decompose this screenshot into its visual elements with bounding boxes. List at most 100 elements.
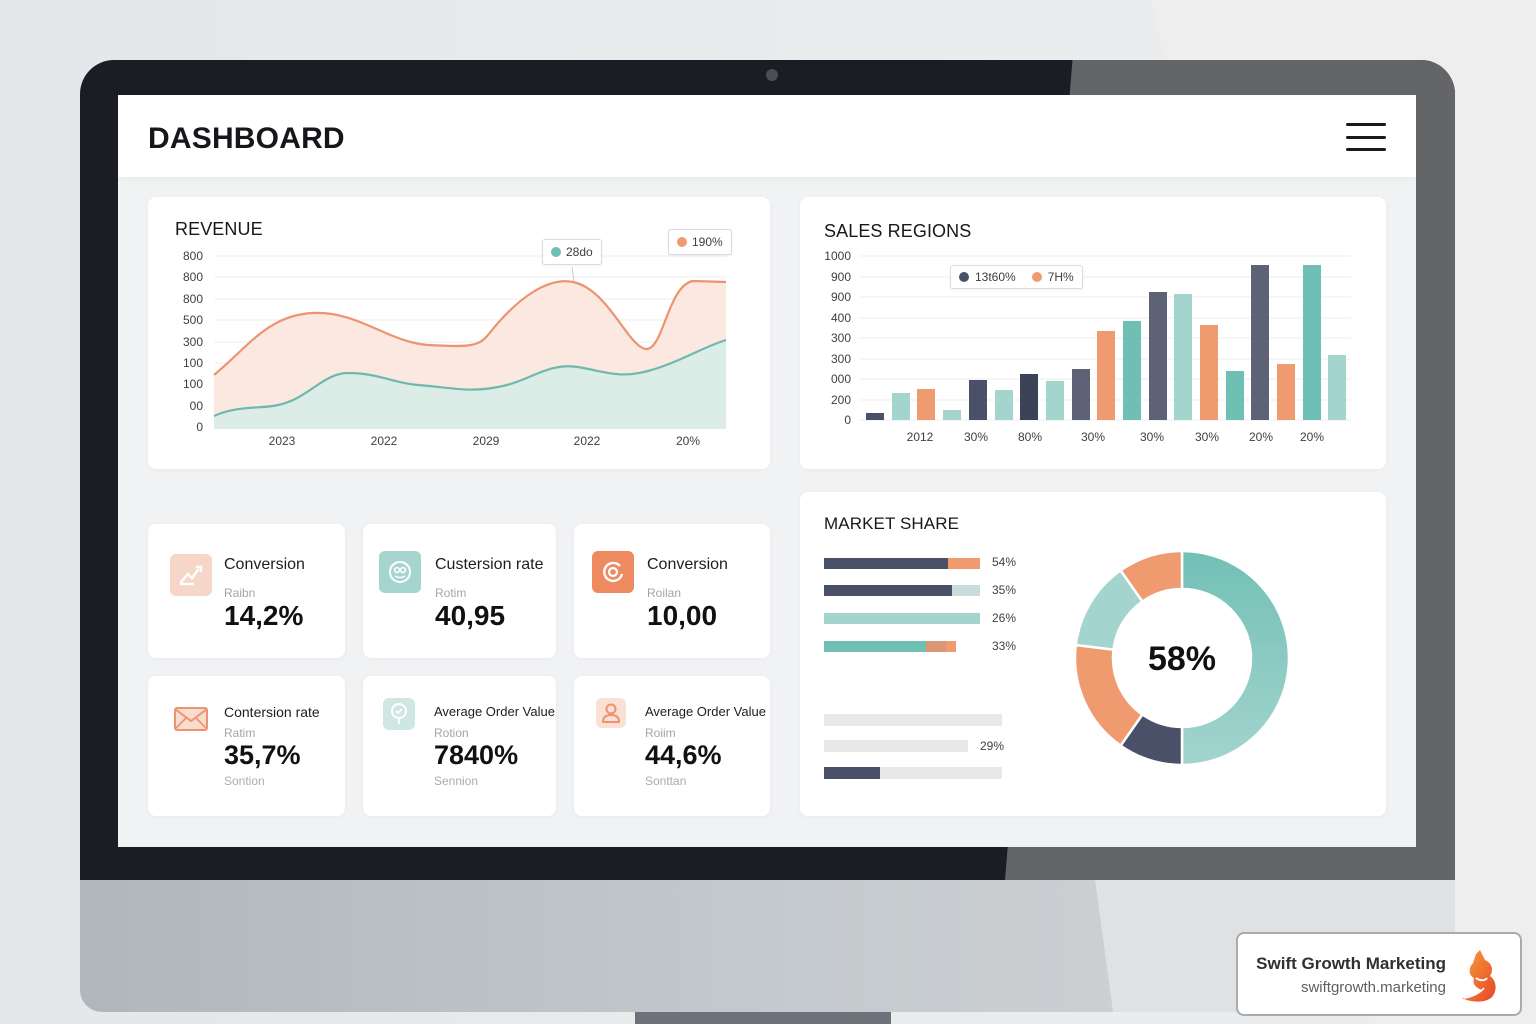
kpi-footnote: Sontion <box>224 774 265 788</box>
envelope-icon <box>170 698 212 740</box>
brand-badge[interactable]: Swift Growth Marketing swiftgrowth.marke… <box>1236 932 1522 1016</box>
kpi-value: 40,95 <box>435 600 506 631</box>
market-share-bar-6 <box>824 740 968 752</box>
kpi-sublabel: Roilan <box>647 586 682 600</box>
market-share-title: MARKET SHARE <box>824 514 960 533</box>
svg-text:300: 300 <box>183 335 203 349</box>
svg-text:30%: 30% <box>1140 430 1164 444</box>
kpi-footnote: Sennion <box>434 774 479 788</box>
market-share-pct: 26% <box>992 611 1017 625</box>
tag-orange-label: 190% <box>692 235 723 249</box>
svg-text:2022: 2022 <box>574 434 601 448</box>
market-share-bar-1 <box>824 558 980 569</box>
market-share-bar-4 <box>824 641 956 652</box>
fox-logo-icon <box>1462 950 1496 1002</box>
svg-text:900: 900 <box>831 270 851 284</box>
sales-regions-card: SALES REGIONS 1000 <box>800 197 1386 469</box>
team-circle-icon <box>379 551 421 593</box>
sales-legend: 13t60% 7H% <box>950 265 1083 289</box>
kpi-value: 7840% <box>434 740 519 770</box>
kpi-card-conversion[interactable]: Conversion Raibn 14,2% <box>148 524 345 658</box>
chart-trend-icon <box>170 554 212 596</box>
market-share-pct: 54% <box>992 555 1017 569</box>
kpi-value: 35,7% <box>224 740 301 770</box>
market-share-bar-5 <box>824 714 1002 726</box>
kpi-card-conversion-2[interactable]: Conversion Roilan 10,00 <box>574 524 770 658</box>
monitor: DASHBOARD REVENUE <box>80 60 1455 1024</box>
kpi-label: Conversion <box>647 556 728 573</box>
market-share-card: MARKET SHARE 54% 35% 26% 33% 29% <box>800 492 1386 816</box>
refresh-circle-icon <box>592 551 634 593</box>
user-icon <box>596 698 626 728</box>
kpi-card-average-order-value[interactable]: Average Order Value Rotion 7840% Sennion <box>363 676 556 816</box>
svg-text:100: 100 <box>183 356 203 370</box>
revenue-tag-teal: 28do <box>542 239 602 265</box>
kpi-footnote: Sonttan <box>645 774 687 788</box>
svg-text:2029: 2029 <box>473 434 500 448</box>
svg-text:30%: 30% <box>1081 430 1105 444</box>
svg-text:300: 300 <box>831 331 851 345</box>
svg-text:0: 0 <box>196 420 203 434</box>
orange-dot-icon <box>677 237 687 247</box>
navy-dot-icon <box>959 272 969 282</box>
lightbulb-icon <box>383 698 415 730</box>
revenue-title: REVENUE <box>175 219 263 239</box>
svg-text:000: 000 <box>831 372 851 386</box>
kpi-sublabel: Roiim <box>645 726 676 740</box>
kpi-value: 14,2% <box>224 600 304 631</box>
dashboard-screen: DASHBOARD REVENUE <box>118 95 1416 847</box>
camera-icon <box>766 69 778 81</box>
svg-text:20%: 20% <box>1300 430 1324 444</box>
donut-center-label: 58% <box>1147 640 1217 678</box>
sales-regions-bar-chart: 1000 900 900 400 300 300 000 200 0 <box>824 249 1351 444</box>
kpi-label: Custersion rate <box>435 556 544 573</box>
svg-text:400: 400 <box>831 311 851 325</box>
market-share-donut-chart <box>1073 549 1291 767</box>
svg-text:200: 200 <box>831 393 851 407</box>
svg-text:30%: 30% <box>964 430 988 444</box>
kpi-label: Conversion <box>224 556 305 573</box>
svg-text:500: 500 <box>183 313 203 327</box>
svg-text:30%: 30% <box>1195 430 1219 444</box>
kpi-value: 10,00 <box>647 600 718 631</box>
teal-dot-icon <box>551 247 561 257</box>
revenue-tag-orange: 190% <box>668 229 732 255</box>
svg-text:2023: 2023 <box>269 434 296 448</box>
kpi-sublabel: Ratim <box>224 726 256 740</box>
svg-text:80%: 80% <box>1018 430 1042 444</box>
svg-text:20%: 20% <box>676 434 700 448</box>
tag-teal-label: 28do <box>566 245 593 259</box>
kpi-card-average-order-value-2[interactable]: Average Order Value Roiim 44,6% Sonttan <box>574 676 770 816</box>
revenue-card: REVENUE 800 800 <box>148 197 770 469</box>
svg-text:1000: 1000 <box>824 249 851 263</box>
market-share-bar-7 <box>824 767 1002 779</box>
kpi-card-contersion-rate[interactable]: Contersion rate Ratim 35,7% Sontion <box>148 676 345 816</box>
svg-text:800: 800 <box>183 292 203 306</box>
kpi-label: Contersion rate <box>224 704 320 720</box>
market-share-bar-2 <box>824 585 980 596</box>
sales-regions-title: SALES REGIONS <box>824 221 972 241</box>
svg-text:2022: 2022 <box>371 434 398 448</box>
kpi-label: Average Order Value <box>434 704 555 719</box>
svg-text:0: 0 <box>844 413 851 427</box>
legend-label-2: 7H% <box>1047 270 1074 284</box>
svg-text:100: 100 <box>183 377 203 391</box>
market-share-pct: 35% <box>992 583 1017 597</box>
orange-dot-icon <box>1031 272 1042 282</box>
svg-text:00: 00 <box>190 399 204 413</box>
svg-text:900: 900 <box>831 290 851 304</box>
brand-url[interactable]: swiftgrowth.marketing <box>1300 979 1446 996</box>
revenue-area-chart: 800 800 800 500 300 100 100 00 0 <box>183 249 727 448</box>
kpi-sublabel: Rotion <box>434 726 469 740</box>
market-share-bar-3 <box>824 613 980 624</box>
kpi-value: 44,6% <box>645 740 722 770</box>
hamburger-menu-icon[interactable] <box>1346 123 1386 151</box>
svg-text:2012: 2012 <box>907 430 934 444</box>
monitor-stand <box>635 1012 891 1024</box>
legend-label-1: 13t60% <box>975 270 1016 284</box>
kpi-sublabel: Rotim <box>435 586 467 600</box>
svg-text:20%: 20% <box>1249 430 1273 444</box>
kpi-card-custersion-rate[interactable]: Custersion rate Rotim 40,95 <box>363 524 556 658</box>
top-bar: DASHBOARD <box>118 95 1416 177</box>
page-title: DASHBOARD <box>148 122 345 155</box>
